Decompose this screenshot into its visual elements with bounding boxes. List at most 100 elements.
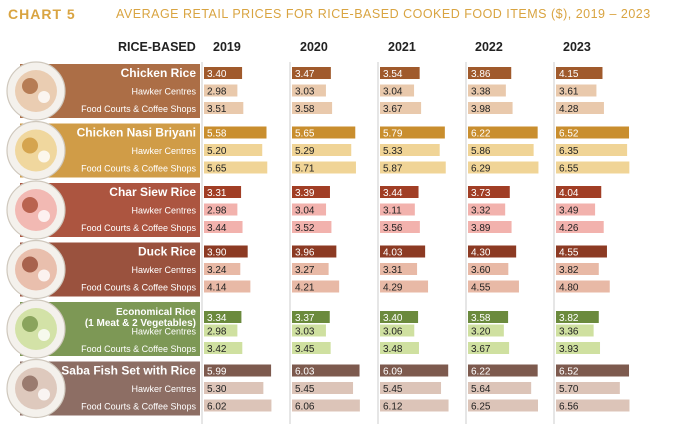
chicken-nasi-briyani-food_courts-bar-2020 [292, 161, 356, 174]
chicken-rice-food_courts-value-2019: 3.51 [207, 104, 227, 115]
economical-rice-dish-rice-icon [38, 329, 50, 341]
economical-rice-overall-bar-2023 [556, 311, 599, 323]
duck-rice-hawker-bar-2022 [468, 263, 509, 275]
chicken-rice-overall-value-2021: 3.54 [383, 69, 403, 80]
chicken-nasi-briyani-food_courts-value-2019: 5.65 [207, 164, 227, 175]
economical-rice-hawker-bar-2023 [556, 324, 594, 337]
economical-rice-food_courts-bar-2023 [556, 342, 601, 354]
chicken-rice-name: Chicken Rice [121, 66, 197, 80]
economical-rice-food_courts-value-2019: 3.42 [207, 344, 227, 355]
saba-fish-set-with-rice-hawker-value-2019: 5.30 [207, 384, 227, 395]
char-siew-rice-food_courts-bar-2022 [468, 221, 512, 233]
saba-fish-set-with-rice-hawker-value-2021: 5.45 [383, 384, 403, 395]
char-siew-rice-food_courts-bar-2021 [380, 221, 420, 233]
char-siew-rice-hawker-value-2023: 3.49 [559, 206, 579, 217]
chicken-rice-overall-value-2023: 4.15 [559, 69, 579, 80]
saba-fish-set-with-rice-food_courts-bar-2022 [468, 399, 538, 412]
year-header-2019: 2019 [213, 40, 241, 54]
char-siew-rice-hawker-value-2020: 3.04 [295, 206, 315, 217]
saba-fish-set-with-rice-hawker-value-2022: 5.64 [471, 384, 491, 395]
economical-rice-food_courts-bar-2020 [292, 342, 331, 354]
economical-rice-food_courts-value-2022: 3.67 [471, 344, 491, 355]
category-column-header: RICE-BASED [118, 40, 196, 54]
duck-rice-food_courts-value-2021: 4.29 [383, 283, 403, 294]
chicken-nasi-briyani-hawker-value-2023: 6.35 [559, 146, 579, 157]
chicken-rice-food_courts-value-2020: 3.58 [295, 104, 315, 115]
duck-rice-hawker-value-2022: 3.60 [471, 265, 491, 276]
chicken-rice-hawker-value-2019: 2.98 [207, 87, 227, 98]
saba-fish-set-with-rice-food_courts-bar-2021 [380, 399, 449, 412]
duck-rice-overall-value-2021: 4.03 [383, 248, 403, 259]
year-header-2022: 2022 [475, 40, 503, 54]
duck-rice-hawker-bar-2021 [380, 263, 418, 275]
chicken-nasi-briyani-food_courts-value-2021: 5.87 [383, 164, 403, 175]
chicken-rice-food_courts-bar-2023 [556, 102, 604, 114]
economical-rice-food_courts-label: Food Courts & Coffee Shops [81, 344, 196, 354]
char-siew-rice-hawker-bar-2019 [204, 203, 238, 216]
chicken-nasi-briyani-hawker-bar-2021 [380, 144, 440, 156]
saba-fish-set-with-rice-overall-bar-2021 [380, 364, 449, 377]
char-siew-rice-overall-value-2021: 3.44 [383, 188, 403, 199]
saba-fish-set-with-rice-food_courts-bar-2019 [204, 399, 272, 412]
duck-rice-overall-bar-2021 [380, 245, 426, 258]
economical-rice-overall-value-2023: 3.82 [559, 313, 579, 324]
saba-fish-set-with-rice-hawker-bar-2022 [468, 382, 532, 394]
chicken-nasi-briyani-food_courts-value-2023: 6.55 [559, 164, 579, 175]
chicken-nasi-briyani-overall-bar-2023 [556, 126, 630, 139]
duck-rice-food_courts-bar-2020 [292, 280, 340, 293]
chicken-rice-hawker-value-2021: 3.04 [383, 87, 403, 98]
chicken-rice-food_courts-value-2022: 3.98 [471, 104, 491, 115]
chicken-nasi-briyani-overall-value-2020: 5.65 [295, 129, 315, 140]
char-siew-rice-food_courts-bar-2020 [292, 221, 332, 233]
char-siew-rice-hawker-value-2019: 2.98 [207, 206, 227, 217]
saba-fish-set-with-rice-hawker-bar-2023 [556, 382, 620, 394]
char-siew-rice-overall-value-2019: 3.31 [207, 188, 227, 199]
char-siew-rice-food_courts-value-2019: 3.44 [207, 223, 227, 234]
chicken-nasi-briyani-hawker-bar-2019 [204, 144, 263, 156]
economical-rice-food_courts-value-2021: 3.48 [383, 344, 403, 355]
economical-rice-food_courts-value-2020: 3.45 [295, 344, 315, 355]
duck-rice-food_courts-label: Food Courts & Coffee Shops [81, 283, 196, 293]
chicken-rice-hawker-bar-2019 [204, 84, 238, 97]
saba-fish-set-with-rice-food_courts-bar-2020 [292, 399, 360, 412]
economical-rice-overall-value-2019: 3.34 [207, 313, 227, 324]
economical-rice-hawker-label: Hawker Centres [131, 327, 196, 337]
economical-rice-hawker-value-2023: 3.36 [559, 327, 579, 338]
saba-fish-set-with-rice-overall-value-2023: 6.52 [559, 367, 579, 378]
chicken-rice-hawker-value-2020: 3.03 [295, 87, 315, 98]
chicken-rice-hawker-bar-2021 [380, 84, 415, 97]
chicken-nasi-briyani-hawker-label: Hawker Centres [131, 146, 196, 156]
duck-rice-dish-rice-icon [38, 269, 50, 282]
chicken-rice-food_courts-label: Food Courts & Coffee Shops [81, 104, 196, 114]
char-siew-rice-overall-value-2020: 3.39 [295, 188, 315, 199]
chicken-nasi-briyani-food_courts-label: Food Courts & Coffee Shops [81, 164, 196, 174]
chicken-nasi-briyani-food_courts-bar-2021 [380, 161, 446, 174]
chicken-nasi-briyani-hawker-bar-2022 [468, 144, 534, 156]
chicken-nasi-briyani-food_courts-value-2022: 6.29 [471, 164, 491, 175]
chicken-rice-overall-bar-2023 [556, 67, 603, 79]
chicken-rice-food_courts-bar-2021 [380, 102, 422, 114]
economical-rice-name-line2: (1 Meat & 2 Vegetables) [85, 318, 196, 329]
duck-rice-overall-bar-2023 [556, 245, 607, 258]
duck-rice-overall-value-2019: 3.90 [207, 248, 227, 259]
duck-rice-name: Duck Rice [138, 245, 196, 259]
char-siew-rice-food_courts-value-2020: 3.52 [295, 223, 315, 234]
chicken-rice-dish-topping-icon [22, 78, 38, 94]
char-siew-rice-hawker-label: Hawker Centres [131, 206, 196, 216]
chicken-nasi-briyani-hawker-value-2019: 5.20 [207, 146, 227, 157]
char-siew-rice-hawker-bar-2020 [292, 203, 327, 216]
char-siew-rice-overall-bar-2020 [292, 186, 330, 198]
char-siew-rice-food_courts-value-2021: 3.56 [383, 223, 403, 234]
saba-fish-set-with-rice-name: Saba Fish Set with Rice [61, 364, 196, 378]
chicken-nasi-briyani-hawker-bar-2023 [556, 144, 628, 156]
economical-rice-food_courts-bar-2019 [204, 342, 243, 354]
economical-rice-hawker-bar-2020 [292, 324, 326, 337]
duck-rice-hawker-value-2021: 3.31 [383, 265, 403, 276]
duck-rice-overall-value-2022: 4.30 [471, 248, 491, 259]
economical-rice-overall-bar-2020 [292, 311, 330, 323]
chicken-rice-food_courts-bar-2020 [292, 102, 333, 114]
economical-rice-hawker-bar-2019 [204, 324, 238, 337]
chicken-nasi-briyani-overall-value-2019: 5.58 [207, 129, 227, 140]
char-siew-rice-overall-value-2022: 3.73 [471, 188, 491, 199]
char-siew-rice-hawker-bar-2022 [468, 203, 506, 216]
